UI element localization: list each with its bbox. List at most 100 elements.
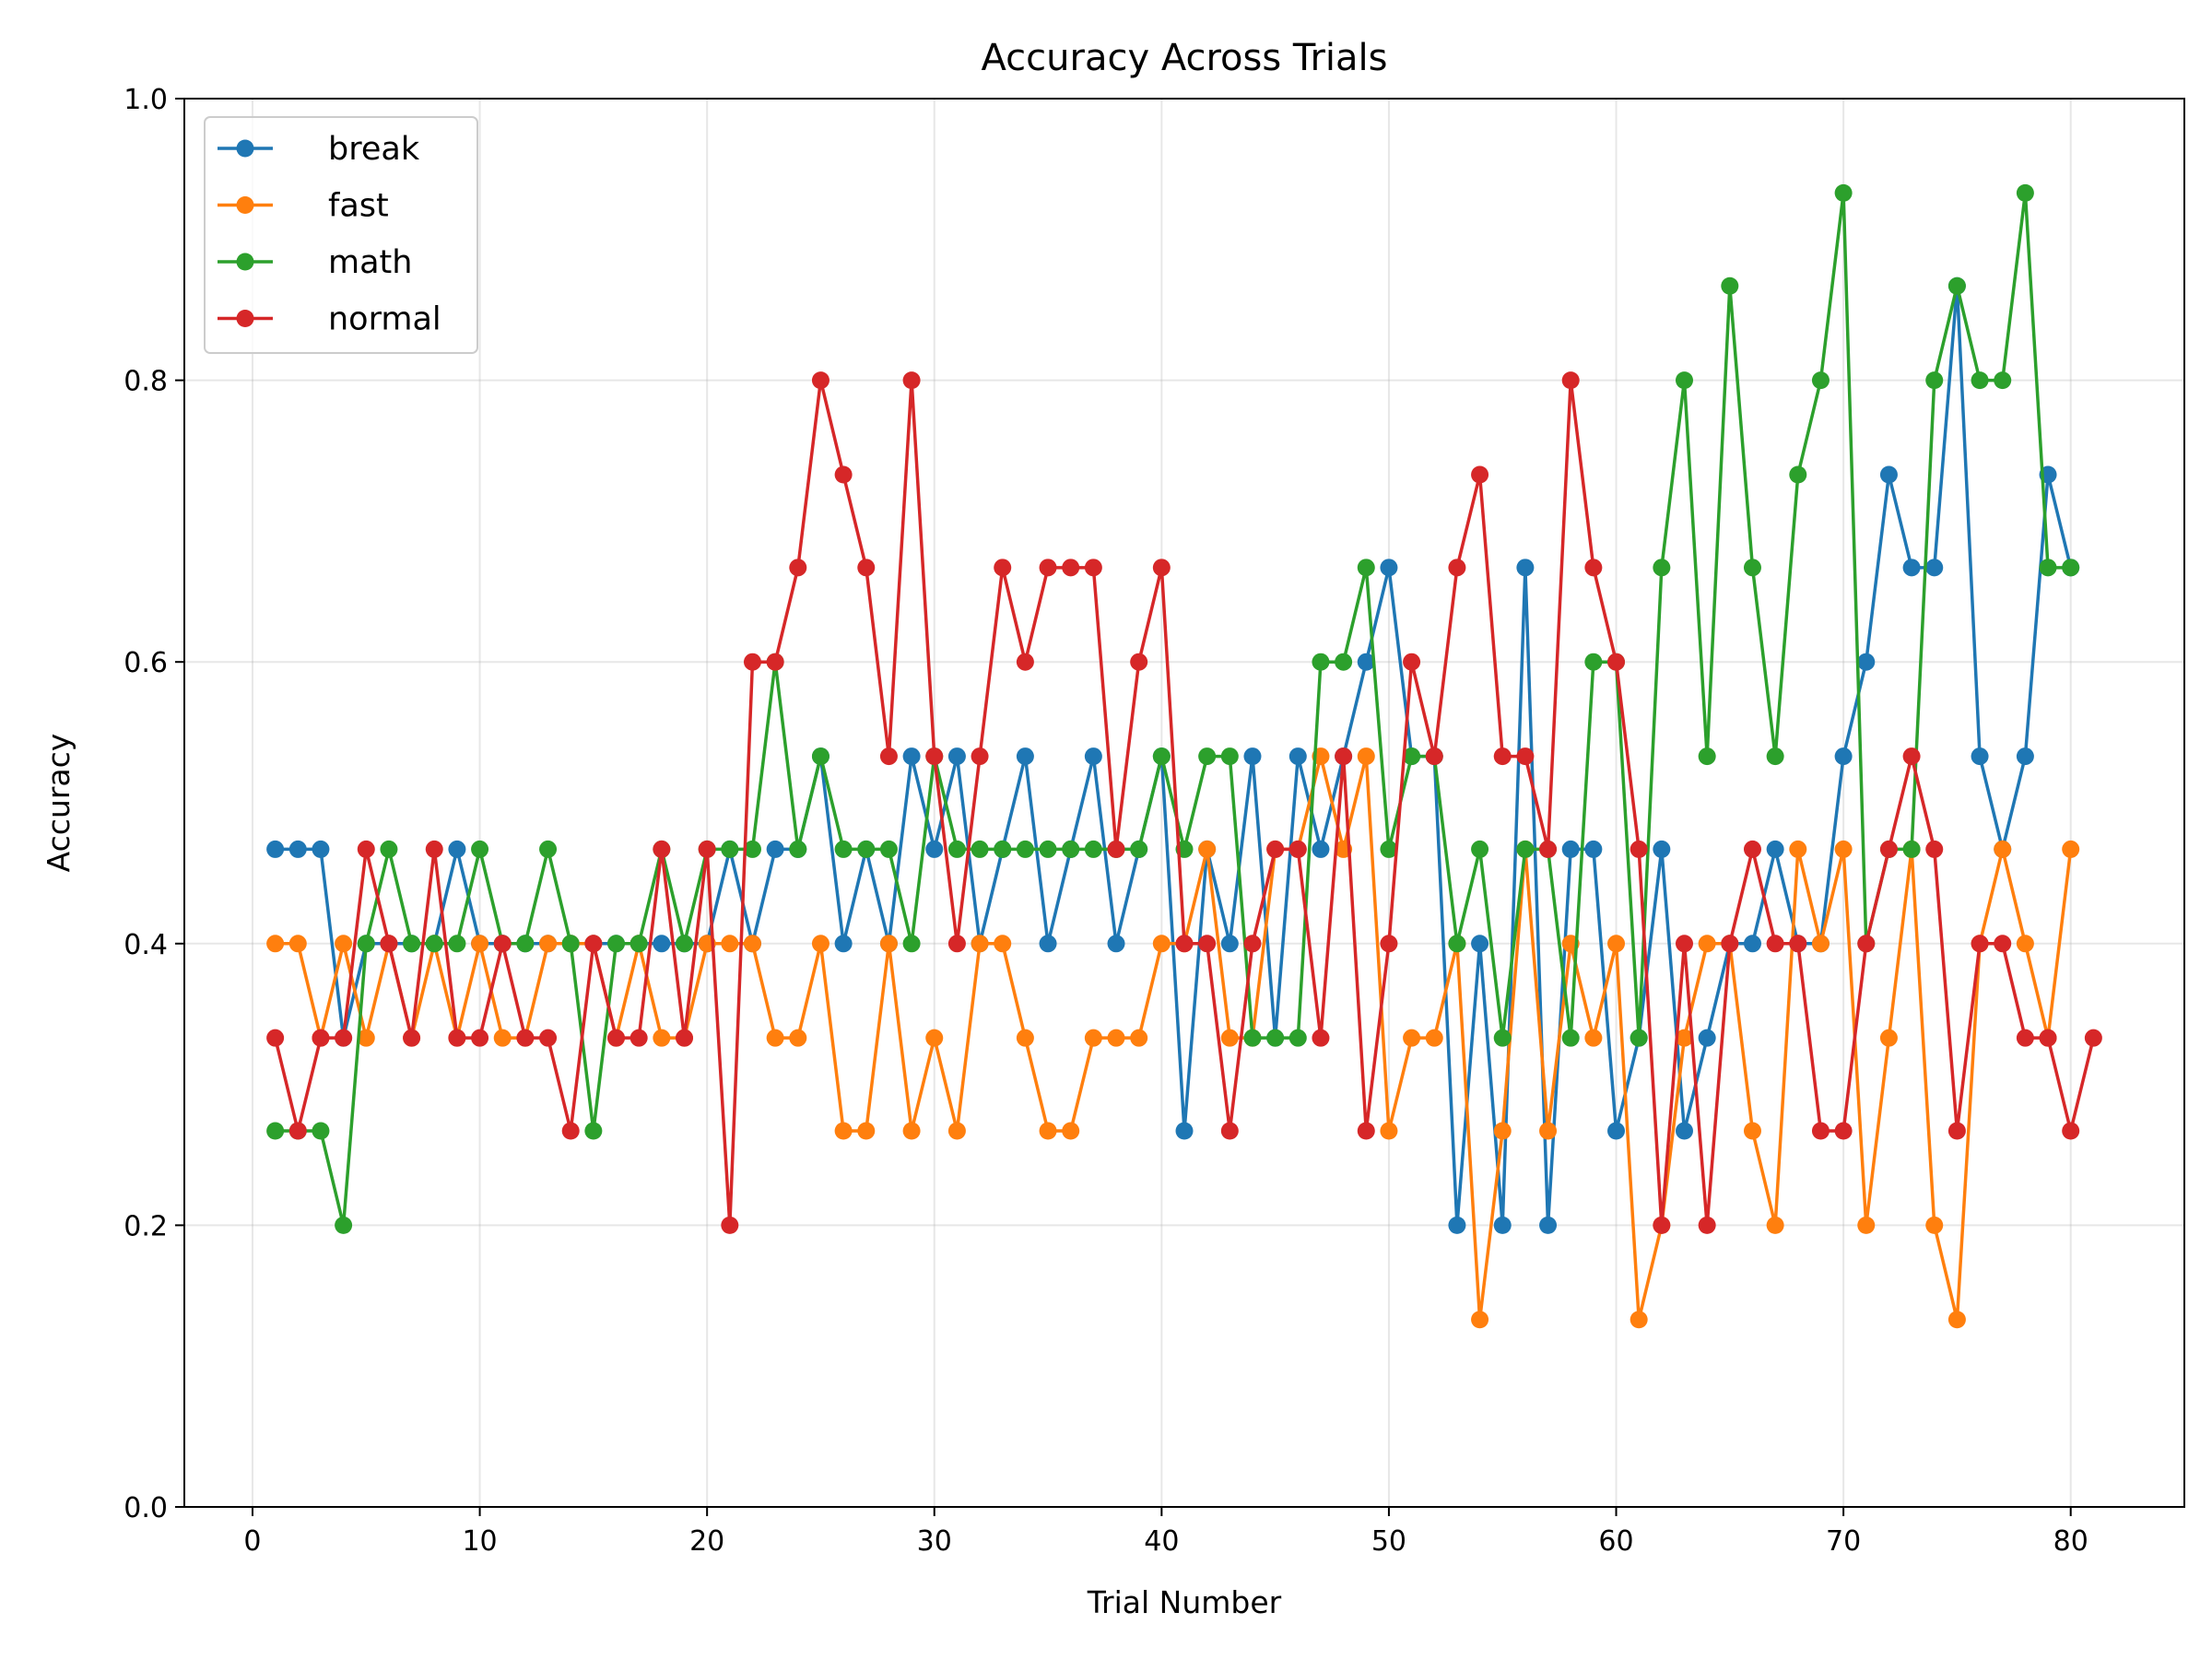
legend-item-math: math xyxy=(218,244,412,281)
data-point-normal xyxy=(266,1029,285,1047)
data-point-normal xyxy=(2084,1029,2102,1047)
data-point-normal xyxy=(539,1029,558,1047)
data-point-math xyxy=(1130,840,1148,858)
data-point-math xyxy=(1016,840,1034,858)
data-point-math xyxy=(1676,371,1693,390)
data-point-math xyxy=(266,1122,285,1140)
data-point-fast xyxy=(834,1122,853,1140)
grid xyxy=(184,98,2184,1508)
data-point-math xyxy=(380,840,398,858)
data-point-break xyxy=(1607,1122,1626,1140)
data-point-break xyxy=(902,747,921,766)
data-point-normal xyxy=(1130,653,1148,671)
series-normal xyxy=(266,371,2102,1234)
data-point-fast xyxy=(1539,1122,1558,1140)
data-point-math xyxy=(1312,653,1330,671)
y-tick-label: 1.0 xyxy=(124,84,168,116)
y-tick-label: 0.0 xyxy=(124,1492,168,1524)
data-point-fast xyxy=(1925,1216,1944,1234)
data-point-normal xyxy=(1947,1122,1966,1140)
data-point-normal xyxy=(2039,1029,2057,1047)
data-point-fast xyxy=(493,1029,512,1047)
data-point-math xyxy=(312,1122,330,1140)
data-point-normal xyxy=(811,371,830,390)
data-point-normal xyxy=(653,840,671,858)
series-math xyxy=(266,183,2080,1234)
data-point-fast xyxy=(902,1122,921,1140)
data-point-math xyxy=(425,935,443,953)
data-point-fast xyxy=(811,935,830,953)
data-point-normal xyxy=(425,840,443,858)
data-point-fast xyxy=(1471,1311,1489,1329)
data-point-fast xyxy=(1607,935,1626,953)
series-lines xyxy=(266,183,2102,1329)
data-point-break xyxy=(653,935,671,953)
data-point-fast xyxy=(1380,1122,1398,1140)
data-point-normal xyxy=(879,747,898,766)
data-point-fast xyxy=(925,1029,944,1047)
data-point-normal xyxy=(357,840,375,858)
data-point-math xyxy=(1084,840,1102,858)
data-point-math xyxy=(1789,465,1807,484)
legend-label-math: math xyxy=(328,244,412,281)
data-point-math xyxy=(629,935,648,953)
data-point-fast xyxy=(721,935,739,953)
data-point-normal xyxy=(1743,840,1761,858)
data-point-normal xyxy=(471,1029,489,1047)
legend-box xyxy=(204,116,478,354)
data-point-math xyxy=(1947,276,1966,295)
data-point-math xyxy=(539,840,558,858)
data-point-normal xyxy=(584,935,603,953)
data-point-normal xyxy=(1107,840,1125,858)
data-point-break xyxy=(1584,840,1603,858)
data-point-math xyxy=(1357,559,1375,577)
data-point-fast xyxy=(1789,840,1807,858)
plot-area-frame xyxy=(183,98,2185,1508)
data-point-fast xyxy=(789,1029,807,1047)
data-point-break xyxy=(925,840,944,858)
data-point-math xyxy=(2016,183,2034,202)
data-point-break xyxy=(1448,1216,1466,1234)
data-point-math xyxy=(834,840,853,858)
data-point-break xyxy=(1766,840,1784,858)
data-point-normal xyxy=(1175,935,1194,953)
data-point-normal xyxy=(1039,559,1057,577)
data-point-normal xyxy=(1789,935,1807,953)
data-point-break xyxy=(1493,1216,1512,1234)
data-point-math xyxy=(1994,371,2012,390)
data-point-normal xyxy=(1902,747,1921,766)
data-point-fast xyxy=(1198,840,1217,858)
data-point-math xyxy=(676,935,693,953)
data-point-break xyxy=(1743,935,1761,953)
data-point-math xyxy=(1471,840,1489,858)
data-point-normal xyxy=(1971,935,1989,953)
data-point-fast xyxy=(766,1029,784,1047)
data-point-math xyxy=(1766,747,1784,766)
data-point-normal xyxy=(448,1029,466,1047)
data-point-fast xyxy=(1152,935,1171,953)
data-point-break xyxy=(266,840,285,858)
data-point-fast xyxy=(1403,1029,1421,1047)
data-point-break xyxy=(1039,935,1057,953)
data-point-normal xyxy=(1811,1122,1830,1140)
data-point-normal xyxy=(1607,653,1626,671)
data-point-fast xyxy=(857,1122,876,1140)
data-point-normal xyxy=(1288,840,1307,858)
data-point-fast xyxy=(2062,840,2080,858)
data-point-break xyxy=(1107,935,1125,953)
data-point-math xyxy=(947,840,966,858)
data-point-normal xyxy=(766,653,784,671)
data-point-normal xyxy=(1084,559,1102,577)
data-point-break xyxy=(1971,747,1989,766)
data-point-fast xyxy=(539,935,558,953)
data-point-fast xyxy=(1743,1122,1761,1140)
legend: break fast math normal xyxy=(204,116,478,354)
data-point-normal xyxy=(1584,559,1603,577)
data-point-math xyxy=(471,840,489,858)
data-point-math xyxy=(1516,840,1535,858)
data-point-math xyxy=(357,935,375,953)
data-point-math xyxy=(1403,747,1421,766)
legend-item-break: break xyxy=(218,131,420,168)
